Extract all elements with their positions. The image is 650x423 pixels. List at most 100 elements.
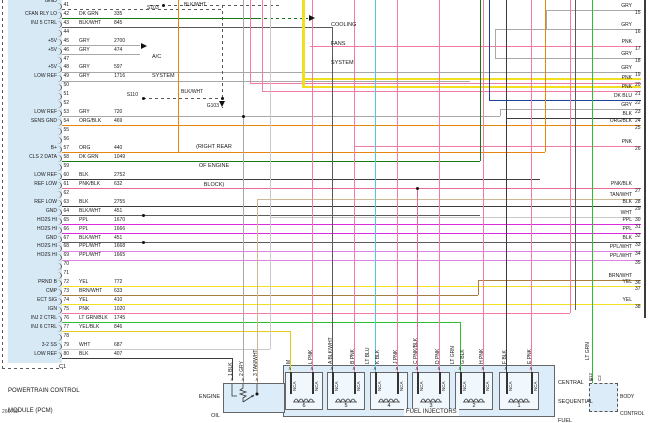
pcm-pin-number: 65 — [63, 216, 70, 223]
wire-segment — [546, 10, 547, 29]
pcm-pin-number: 53 — [63, 109, 70, 116]
wire-segment — [222, 107, 223, 108]
wire-segment — [250, 0, 251, 83]
injector-wire-label: K BLK — [375, 349, 381, 364]
pcm-pin-scallop — [56, 316, 62, 324]
circuit-number-label: 451 — [114, 207, 123, 214]
injector-pin-tag: NCA — [419, 381, 424, 391]
injector-number: 1 — [517, 403, 521, 409]
right-pin-number: 19 — [635, 71, 641, 78]
wire-segment — [483, 0, 484, 372]
right-wire-color-label: BRN/WHT — [608, 272, 632, 279]
connector-caret-icon: ∧ — [590, 377, 594, 383]
splice-dot — [415, 187, 419, 190]
injector-number: 5 — [344, 403, 348, 409]
right-wire-color-label: PPL/WHT — [609, 252, 632, 259]
bcm-wire-color-label: LT GRN — [585, 342, 591, 360]
wire-segment — [62, 242, 641, 243]
circuit-number-label: 1666 — [114, 225, 126, 232]
connector-caret-icon: ∧ — [481, 366, 485, 372]
pcm-pin-number: 73 — [63, 288, 70, 295]
circuit-number-label: 687 — [114, 341, 123, 348]
wire-color-label: GRY — [79, 73, 90, 80]
injector-pin-line — [397, 372, 399, 394]
wire-segment — [480, 0, 481, 161]
pcm-pin-number: 78 — [63, 332, 70, 339]
injector-number: 6 — [302, 403, 306, 409]
wire-segment — [302, 86, 641, 88]
connector-caret-icon: ∧ — [241, 377, 245, 383]
injector-wire-label: B PNK — [350, 348, 356, 364]
wire-segment — [257, 199, 258, 383]
circuit-number-label: 1020 — [114, 306, 126, 313]
pcm-pin-label: ECT SIG — [37, 297, 57, 304]
pcm-pin-number: 58 — [63, 153, 70, 160]
injector-pin-line — [531, 372, 533, 394]
wire-segment — [62, 206, 641, 207]
wire-segment — [62, 9, 222, 10]
injector-number: 4 — [387, 403, 391, 409]
connector-caret-icon: ∧ — [437, 366, 441, 372]
wire-color-label: LT GRN/BLK — [79, 315, 108, 322]
wire-color-label: BLK/WHT — [79, 19, 102, 26]
right-pin-number: 27 — [635, 187, 641, 194]
injector-number: 3 — [429, 403, 433, 409]
injector-coil-icon — [378, 398, 400, 404]
pcm-pin-scallop — [56, 173, 62, 181]
right-wire-color-label: GRY — [621, 2, 632, 9]
right-pin-number: 24 — [635, 117, 641, 124]
ac-system-destination: A/C SYSTEM — [152, 53, 175, 79]
injector-pin-tag: NCA — [462, 381, 467, 391]
wire-segment — [478, 280, 479, 295]
wire-segment — [62, 188, 641, 189]
injector-wire-label: G BLK — [460, 349, 466, 364]
wire-segment — [62, 358, 232, 359]
ground-location-note: (RIGHT REAR OF ENGINE BLOCK) — [196, 143, 232, 188]
pcm-pin-number: 66 — [63, 225, 70, 232]
pcm-pin-scallop — [56, 226, 62, 234]
right-pin-number: 38 — [635, 303, 641, 310]
wire-segment — [302, 0, 305, 87]
pcm-pin-number: 79 — [63, 341, 70, 348]
right-pin-number: 36 — [635, 279, 641, 286]
arrow-icon — [309, 15, 315, 21]
eop-sensor-label: ENGINE OIL PRESSURE (EOP) SENSOR — [198, 393, 220, 419]
right-wire-color-label: TAN/WHT — [609, 191, 632, 198]
pcm-pin-number: 68 — [63, 243, 70, 250]
pcm-pin-number: 62 — [63, 189, 70, 196]
pcm-pin-number: 57 — [63, 145, 70, 151]
pcm-pin-label: LOW REF — [34, 350, 57, 357]
wire-segment — [62, 260, 641, 261]
wire-segment — [290, 331, 291, 372]
arrow-icon — [219, 101, 225, 107]
wire-segment — [143, 98, 222, 99]
right-pin-number: 30 — [635, 216, 641, 223]
injector-pin-line — [375, 372, 377, 394]
pcm-pin-scallop — [56, 352, 62, 360]
right-wire-color-label: YEL — [622, 296, 632, 303]
connector-caret-icon: ∧ — [230, 377, 234, 383]
injector-pin-tag: NCA — [356, 381, 361, 391]
pcm-pin-scallop — [56, 235, 62, 243]
wire-color-label: BLK — [79, 198, 89, 205]
pcm-pin-scallop — [56, 11, 62, 19]
splice-dot — [141, 214, 145, 217]
wire-segment — [62, 161, 480, 162]
wire-segment — [62, 251, 641, 252]
wire-color-label: GRY — [79, 37, 90, 44]
pcm-pin-label: LOW REF — [34, 171, 57, 178]
connector-caret-icon: ∧ — [529, 366, 533, 372]
connector-caret-icon: ∧ — [373, 366, 377, 372]
wire-segment — [62, 54, 140, 55]
pcm-pin-scallop — [56, 3, 62, 10]
pcm-pin-number: 72 — [63, 279, 70, 286]
pcm-pin-label: HO2S HI — [36, 252, 57, 259]
wire-segment — [62, 224, 641, 225]
circuit-number-label: 2700 — [114, 37, 126, 44]
right-wire-color-label: BLK — [622, 198, 632, 205]
right-wire-color-label: YEL — [622, 278, 632, 285]
circuit-number-label: 845 — [114, 19, 123, 26]
connector-caret-icon: ∧ — [330, 366, 334, 372]
pcm-pin-scallop — [56, 244, 62, 252]
